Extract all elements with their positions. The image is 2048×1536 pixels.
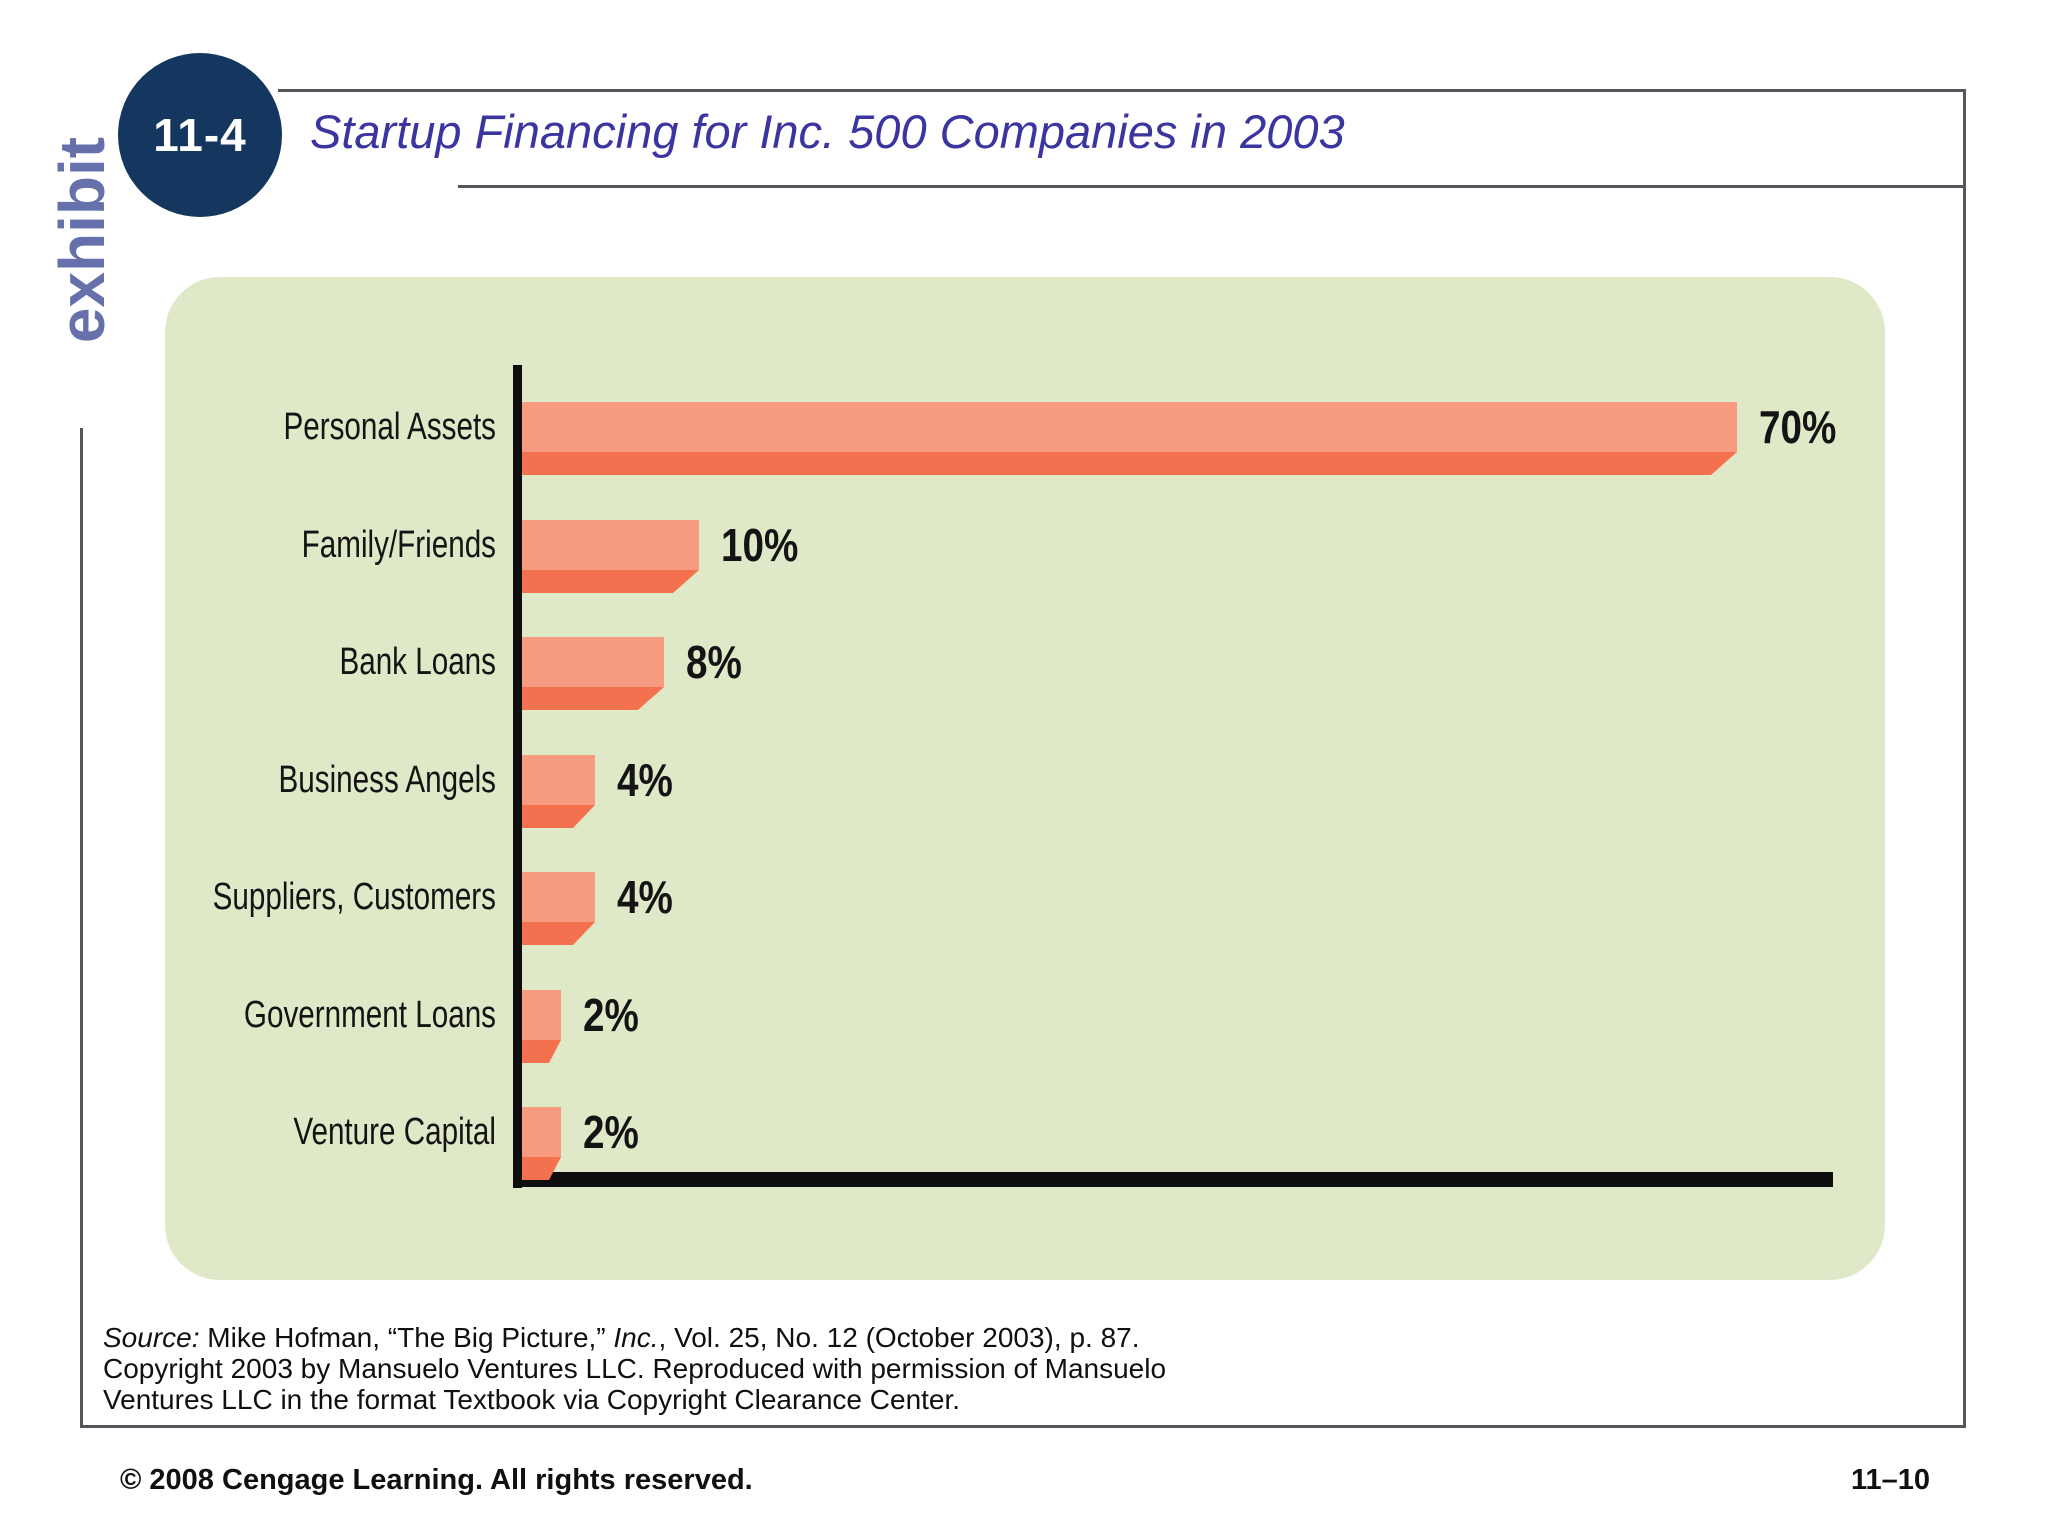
- bar-front-face: [522, 922, 595, 945]
- frame-border-right: [1963, 89, 1966, 1428]
- source-word: Source:: [103, 1322, 200, 1353]
- bar-top-face: [522, 990, 561, 1040]
- bar-front-face: [522, 1157, 561, 1180]
- value-label: 4%: [617, 871, 673, 923]
- source-journal: Inc.: [613, 1322, 659, 1353]
- source-line-2: Copyright 2003 by Mansuelo Ventures LLC.…: [103, 1353, 1167, 1384]
- exhibit-sidebar-label: exhibit: [46, 136, 118, 344]
- category-label: Personal Assets: [283, 406, 496, 448]
- bar-top-face: [522, 402, 1737, 452]
- category-label: Government Loans: [243, 994, 496, 1036]
- bar-top-face: [522, 755, 595, 805]
- title-rule-top: [278, 89, 1966, 92]
- x-axis-line: [513, 1172, 1833, 1187]
- category-label: Business Angels: [278, 759, 496, 801]
- bar-front-face: [522, 1040, 561, 1063]
- bar-front-face: [522, 570, 699, 593]
- category-label: Family/Friends: [301, 524, 496, 566]
- frame-border-bottom: [80, 1425, 1966, 1428]
- source-note: Source: Mike Hofman, “The Big Picture,” …: [103, 1322, 1166, 1415]
- bar-front-face: [522, 452, 1737, 475]
- source-line-1: Source: Mike Hofman, “The Big Picture,” …: [103, 1322, 1166, 1353]
- bar-front-face: [522, 805, 595, 828]
- value-label: 4%: [617, 754, 673, 806]
- source-text-2: , Vol. 25, No. 12 (October 2003), p. 87.: [658, 1322, 1140, 1353]
- category-label: Suppliers, Customers: [212, 876, 496, 918]
- source-text: Mike Hofman, “The Big Picture,”: [199, 1322, 614, 1353]
- title-rule-bottom: [458, 185, 1966, 188]
- source-line-3: Ventures LLC in the format Textbook via …: [103, 1384, 961, 1415]
- page-number: 11–10: [1850, 1464, 1930, 1496]
- value-label: 2%: [583, 989, 639, 1041]
- category-label: Venture Capital: [293, 1111, 496, 1153]
- bar-top-face: [522, 1107, 561, 1157]
- category-label: Bank Loans: [339, 641, 496, 683]
- value-label: 2%: [583, 1106, 639, 1158]
- exhibit-number-badge: 11-4: [118, 53, 282, 217]
- bar-top-face: [522, 872, 595, 922]
- exhibit-number: 11-4: [153, 109, 247, 161]
- bar-front-face: [522, 687, 664, 710]
- slide-title: Startup Financing for Inc. 500 Companies…: [310, 105, 1345, 158]
- frame-border-left: [80, 428, 83, 1428]
- bar-top-face: [522, 637, 664, 687]
- bar-top-face: [522, 520, 699, 570]
- y-axis-line: [513, 365, 522, 1188]
- value-label: 10%: [721, 519, 799, 571]
- value-label: 70%: [1759, 401, 1837, 453]
- copyright-text: © 2008 Cengage Learning. All rights rese…: [120, 1464, 753, 1496]
- value-label: 8%: [686, 636, 742, 688]
